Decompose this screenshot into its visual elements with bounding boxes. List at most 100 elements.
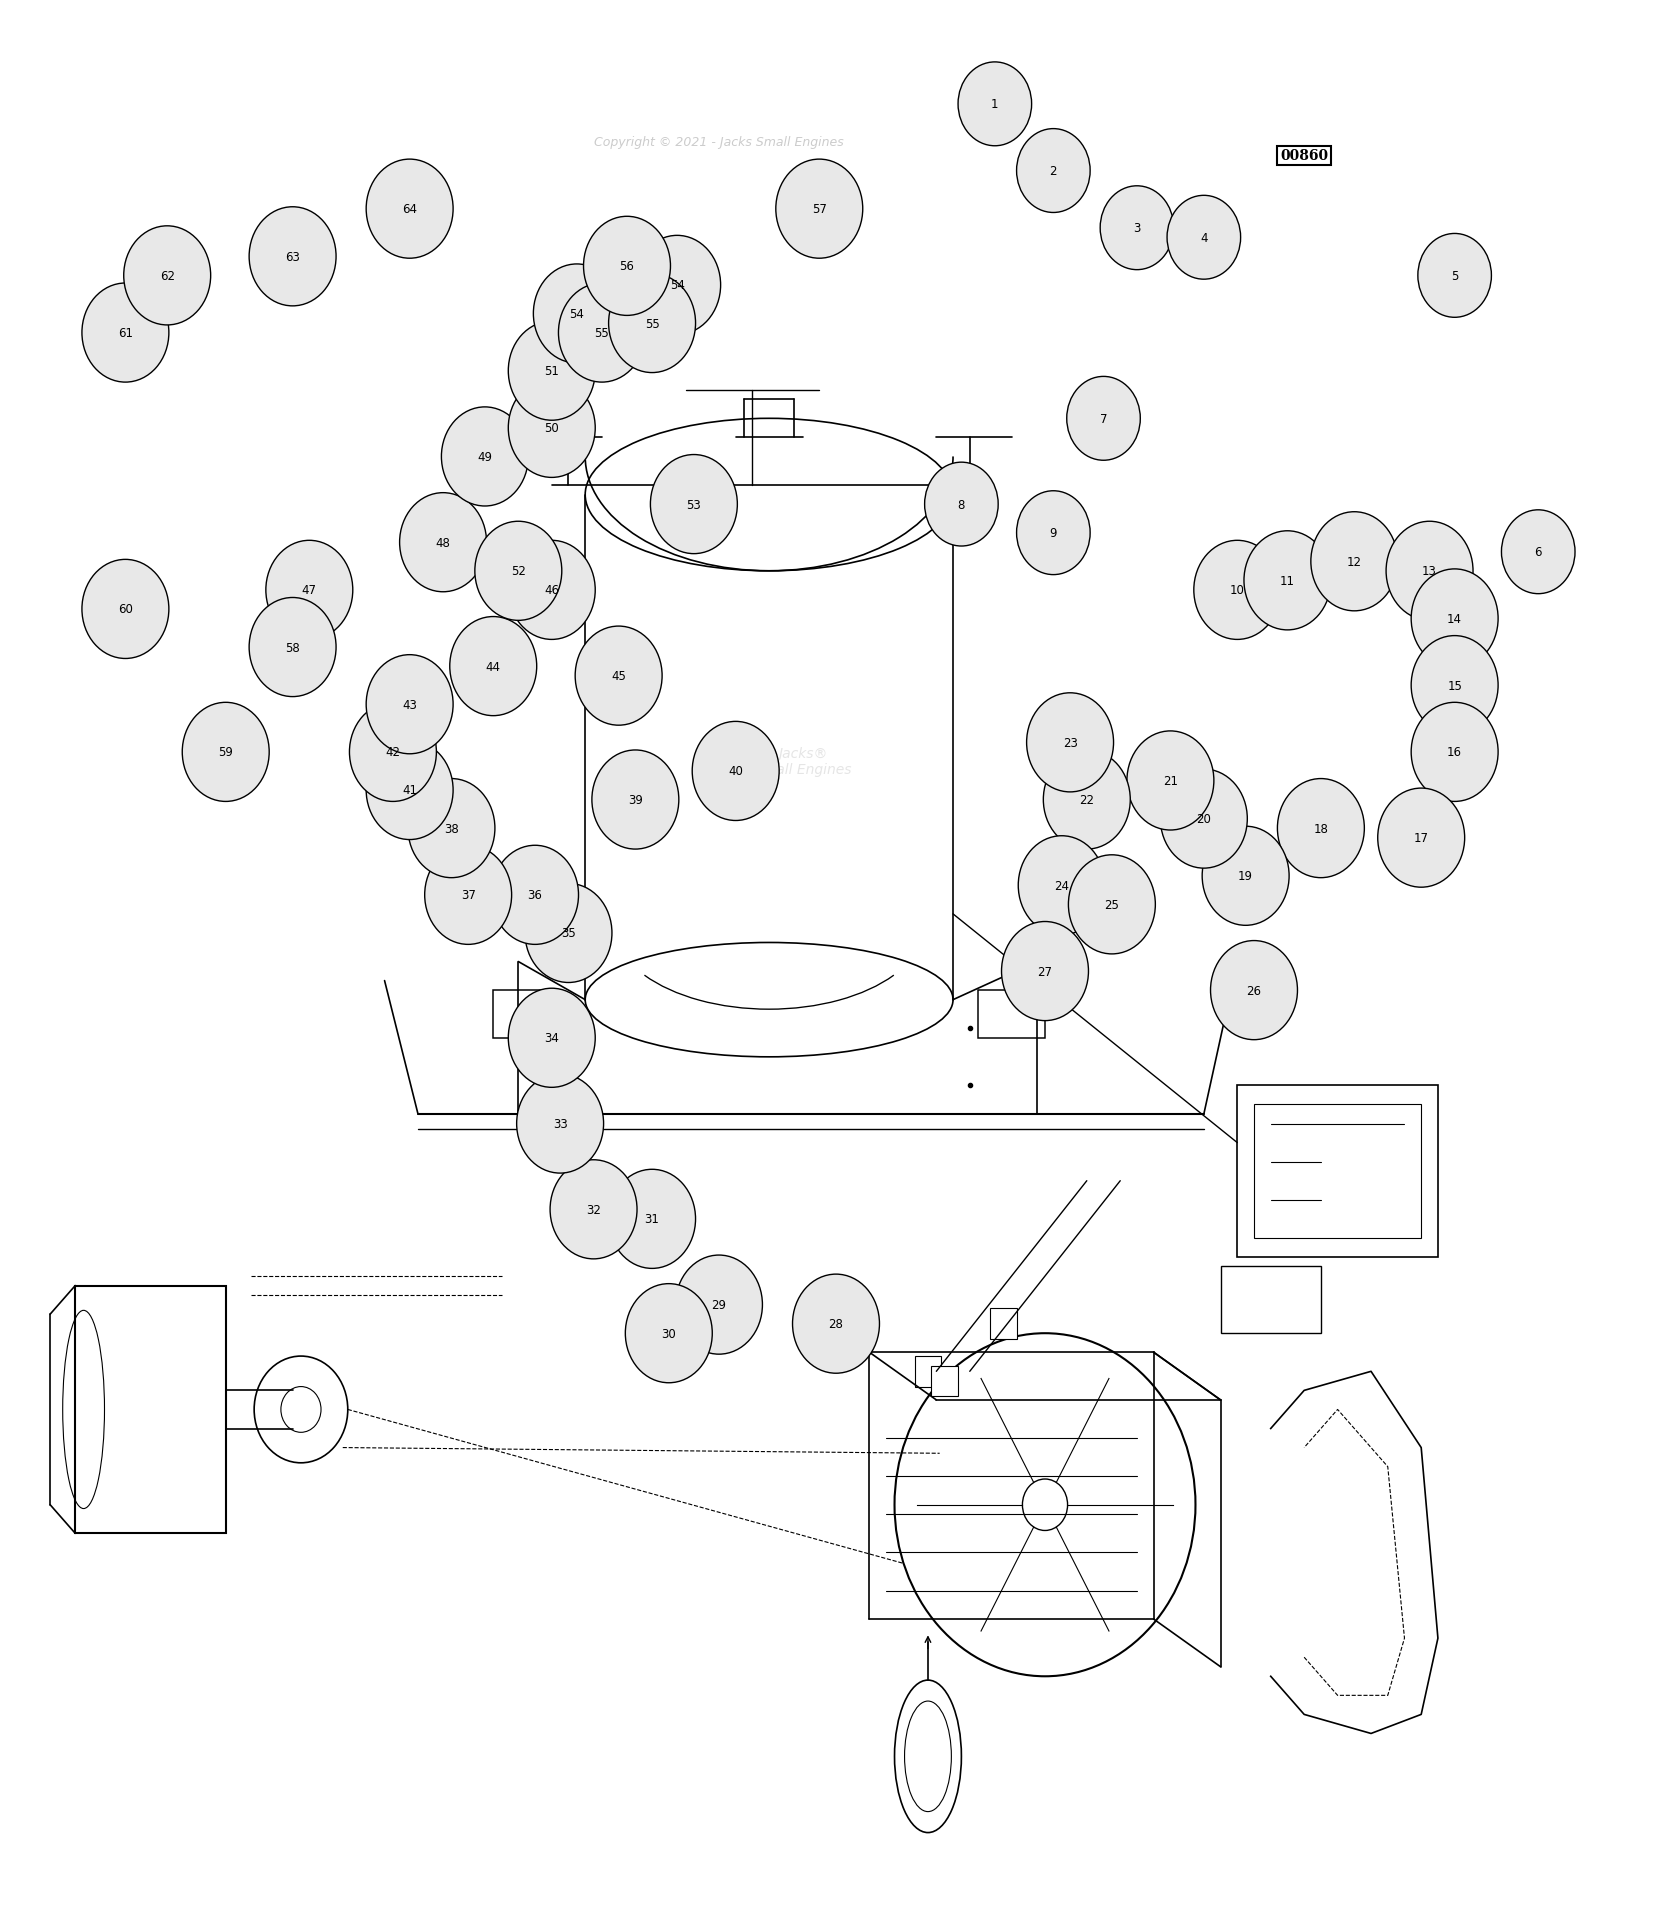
Text: 9: 9 <box>1050 528 1057 539</box>
Circle shape <box>441 408 528 507</box>
Text: 61: 61 <box>119 328 132 339</box>
Bar <box>75 1286 226 1534</box>
Circle shape <box>1211 941 1297 1040</box>
Text: 2: 2 <box>1050 166 1057 177</box>
Circle shape <box>508 541 595 640</box>
Bar <box>915 1356 941 1387</box>
Text: 39: 39 <box>629 794 642 806</box>
Text: 59: 59 <box>219 747 232 758</box>
Bar <box>1254 1105 1421 1238</box>
Text: 31: 31 <box>645 1213 659 1225</box>
Circle shape <box>1167 196 1241 280</box>
Circle shape <box>584 217 670 316</box>
Circle shape <box>182 703 269 802</box>
Circle shape <box>1194 541 1281 640</box>
Text: 56: 56 <box>620 261 634 272</box>
Text: 44: 44 <box>487 661 500 672</box>
Circle shape <box>1311 512 1398 612</box>
Circle shape <box>1068 855 1155 954</box>
Circle shape <box>425 846 512 945</box>
Circle shape <box>1043 751 1130 850</box>
Text: 34: 34 <box>545 1033 558 1044</box>
Circle shape <box>925 463 998 547</box>
Circle shape <box>609 274 696 373</box>
Circle shape <box>508 322 595 421</box>
Circle shape <box>450 617 537 716</box>
Text: 38: 38 <box>445 823 458 834</box>
Circle shape <box>1501 511 1575 594</box>
Circle shape <box>492 846 579 945</box>
Text: 15: 15 <box>1448 680 1461 692</box>
Text: 21: 21 <box>1164 775 1177 787</box>
Bar <box>1221 1267 1321 1334</box>
Circle shape <box>609 1170 696 1269</box>
Text: 48: 48 <box>436 537 450 549</box>
Text: 42: 42 <box>386 747 400 758</box>
Circle shape <box>1002 922 1088 1021</box>
Circle shape <box>793 1274 879 1374</box>
Text: 62: 62 <box>161 271 174 282</box>
Circle shape <box>249 208 336 307</box>
Text: 14: 14 <box>1448 613 1461 625</box>
Text: 55: 55 <box>645 318 659 330</box>
Text: 20: 20 <box>1197 813 1211 825</box>
Text: 63: 63 <box>286 251 299 263</box>
Circle shape <box>575 627 662 726</box>
Bar <box>931 1366 958 1396</box>
Circle shape <box>1411 570 1498 669</box>
Text: 1: 1 <box>991 99 998 110</box>
Text: 35: 35 <box>562 928 575 939</box>
Circle shape <box>517 1074 604 1173</box>
Text: 50: 50 <box>545 423 558 434</box>
Circle shape <box>82 284 169 383</box>
Text: 25: 25 <box>1105 899 1119 911</box>
Circle shape <box>266 541 353 640</box>
Text: Copyright © 2021 - Jacks Small Engines: Copyright © 2021 - Jacks Small Engines <box>594 137 844 149</box>
Text: 41: 41 <box>403 785 416 796</box>
Circle shape <box>1386 522 1473 621</box>
Text: 37: 37 <box>461 890 475 901</box>
Text: 36: 36 <box>528 890 542 901</box>
Text: 46: 46 <box>545 585 558 596</box>
Text: 47: 47 <box>303 585 316 596</box>
Circle shape <box>82 560 169 659</box>
Text: 45: 45 <box>612 671 625 682</box>
Circle shape <box>533 265 620 364</box>
Circle shape <box>1418 234 1491 318</box>
Text: 12: 12 <box>1348 556 1361 568</box>
Text: 60: 60 <box>119 604 132 615</box>
Circle shape <box>1027 693 1114 792</box>
Text: 11: 11 <box>1281 575 1294 587</box>
Text: 30: 30 <box>662 1328 675 1339</box>
Text: 64: 64 <box>403 204 416 215</box>
Circle shape <box>1100 187 1174 271</box>
Circle shape <box>349 703 436 802</box>
Text: 16: 16 <box>1448 747 1461 758</box>
Circle shape <box>366 160 453 259</box>
Circle shape <box>675 1255 762 1354</box>
Circle shape <box>400 493 487 592</box>
Bar <box>978 991 1045 1038</box>
Text: 7: 7 <box>1100 413 1107 425</box>
Text: 19: 19 <box>1239 871 1252 882</box>
Text: 55: 55 <box>595 328 609 339</box>
Circle shape <box>525 884 612 983</box>
Circle shape <box>958 63 1032 147</box>
Text: 43: 43 <box>403 699 416 711</box>
Circle shape <box>1378 789 1465 888</box>
Bar <box>493 991 560 1038</box>
Circle shape <box>475 522 562 621</box>
Text: 4: 4 <box>1200 232 1207 244</box>
Circle shape <box>550 1160 637 1259</box>
Circle shape <box>408 779 495 878</box>
Text: 13: 13 <box>1423 566 1436 577</box>
Circle shape <box>1160 770 1247 869</box>
Text: 5: 5 <box>1451 271 1458 282</box>
Text: 3: 3 <box>1134 223 1140 234</box>
Text: 24: 24 <box>1055 880 1068 892</box>
Text: 6: 6 <box>1535 547 1542 558</box>
Text: 8: 8 <box>958 499 965 511</box>
Text: 57: 57 <box>813 204 826 215</box>
Circle shape <box>1017 130 1090 213</box>
Circle shape <box>634 236 721 335</box>
